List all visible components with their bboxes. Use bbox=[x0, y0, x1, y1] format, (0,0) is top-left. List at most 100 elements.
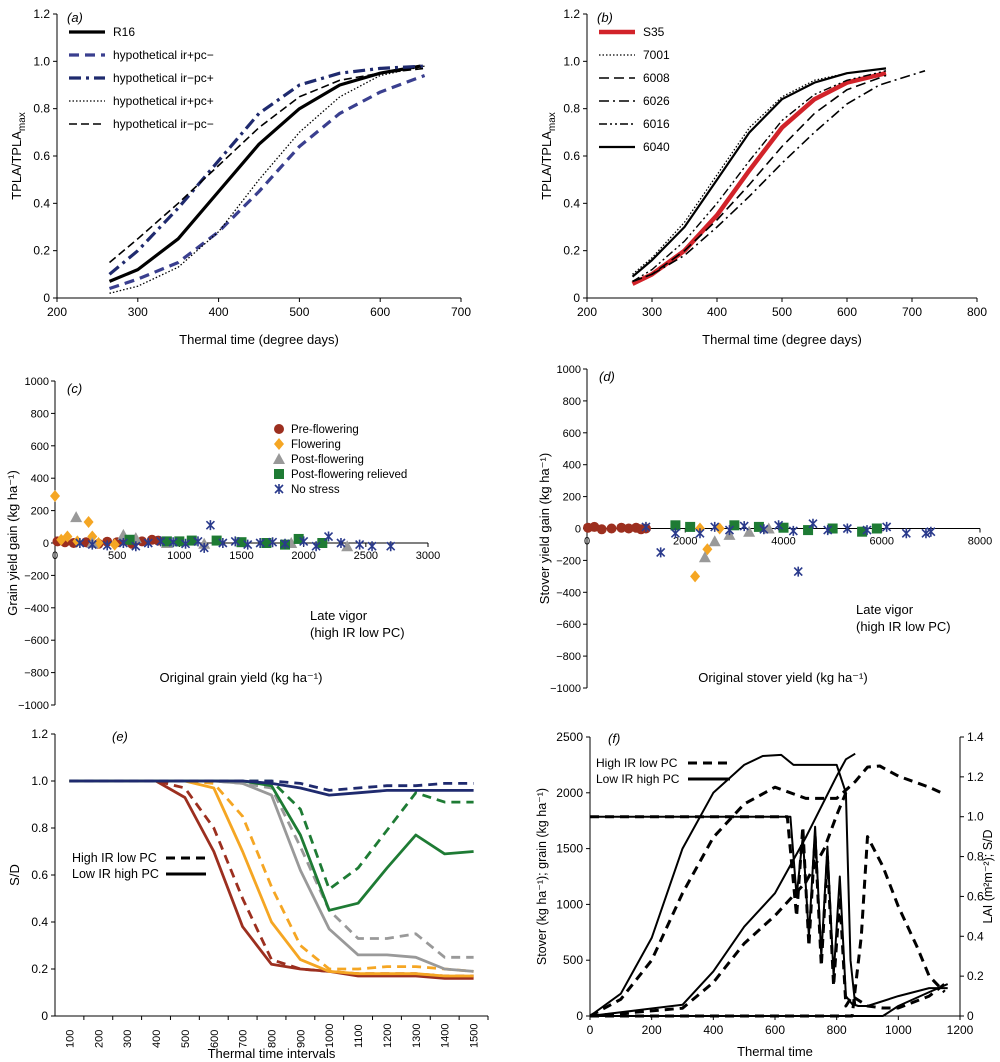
y-tick-label: 0.8 bbox=[31, 821, 48, 835]
y-tick-label: 1000 bbox=[557, 364, 581, 376]
data-point bbox=[186, 535, 197, 546]
legend-label: Pre-flowering bbox=[291, 424, 359, 436]
series-line bbox=[109, 65, 425, 294]
x-tick-label: 1000 bbox=[167, 550, 191, 562]
annotation-line2: (high IR low PC) bbox=[310, 625, 405, 640]
legend-label: 6026 bbox=[643, 94, 670, 108]
x-tick-label: 300 bbox=[642, 305, 662, 319]
data-point bbox=[131, 541, 141, 552]
series-line bbox=[631, 67, 887, 278]
panel-label: (c) bbox=[67, 381, 82, 396]
legend-marker bbox=[274, 424, 284, 434]
y-tick-label-right: 0.4 bbox=[967, 929, 984, 943]
data-point bbox=[926, 526, 936, 537]
y-tick-label: 1.2 bbox=[563, 7, 580, 21]
y-tick-label: 600 bbox=[31, 441, 49, 453]
y-tick-label: −400 bbox=[556, 587, 581, 599]
x-tick-label: 300 bbox=[122, 1030, 134, 1048]
x-tick-label: 3000 bbox=[416, 550, 440, 562]
data-point bbox=[616, 522, 627, 533]
x-tick-label: 500 bbox=[289, 305, 309, 319]
y-tick-label: 0 bbox=[43, 291, 50, 305]
y-tick-label: 0.6 bbox=[31, 868, 48, 882]
y-tick-label: 0.2 bbox=[31, 962, 48, 976]
data-point bbox=[698, 551, 711, 563]
data-point bbox=[205, 520, 215, 531]
legend-label: 7001 bbox=[643, 48, 670, 62]
legend-marker bbox=[273, 453, 285, 464]
x-tick-label: 1300 bbox=[411, 1024, 423, 1048]
y-tick-label: 800 bbox=[31, 408, 49, 420]
data-point bbox=[596, 524, 607, 535]
data-point bbox=[174, 536, 185, 547]
data-point bbox=[50, 490, 60, 503]
y-tick-label: −1000 bbox=[550, 683, 581, 695]
x-tick-label: 100 bbox=[64, 1030, 76, 1048]
y-tick-label-right: 1.2 bbox=[967, 770, 984, 784]
x-axis-title: Thermal time (degree days) bbox=[179, 332, 339, 347]
series-line bbox=[108, 64, 421, 283]
data-point bbox=[293, 533, 304, 544]
y-axis-title: TPLA/TPLAmax bbox=[9, 112, 28, 200]
data-point bbox=[803, 525, 814, 536]
data-point bbox=[109, 538, 120, 551]
series-line bbox=[589, 792, 848, 1018]
y-tick-label: 1.0 bbox=[33, 54, 50, 68]
data-point bbox=[62, 530, 73, 543]
y-tick-label-right: 1.0 bbox=[967, 810, 984, 824]
data-point bbox=[623, 523, 634, 534]
y-axis-title: TPLA/TPLAmax bbox=[539, 112, 558, 200]
y-tick-label: 0 bbox=[43, 538, 49, 550]
legend-label: High IR low PC bbox=[596, 756, 678, 770]
x-axis-title: Thermal time bbox=[737, 1044, 813, 1059]
data-point bbox=[656, 547, 666, 558]
x-axis-title: Original grain yield (kg ha⁻¹) bbox=[160, 670, 323, 685]
data-point bbox=[118, 538, 128, 548]
panel-f: 0 200 400 600 800 1000 12000500100015002000250… bbox=[535, 730, 995, 1059]
series-line bbox=[589, 764, 943, 1018]
annotation-line2: (high IR low PC) bbox=[856, 619, 951, 634]
data-point bbox=[708, 535, 721, 547]
data-point bbox=[921, 528, 931, 539]
y-tick-label: −800 bbox=[24, 668, 49, 680]
x-tick-label: 2000 bbox=[291, 550, 315, 562]
series-line bbox=[108, 74, 426, 291]
y-tick-label: 0.4 bbox=[33, 196, 50, 210]
data-point bbox=[143, 538, 153, 548]
data-point bbox=[710, 521, 720, 532]
data-point bbox=[743, 525, 756, 537]
data-point bbox=[788, 525, 798, 536]
x-tick-label: 0 bbox=[587, 1023, 594, 1037]
data-point bbox=[280, 538, 290, 549]
data-point bbox=[323, 531, 334, 542]
series-line bbox=[108, 67, 425, 264]
legend-label: 6008 bbox=[643, 71, 670, 85]
series-line bbox=[590, 815, 946, 1010]
y-tick-label: 200 bbox=[563, 492, 581, 504]
data-point bbox=[311, 541, 321, 552]
y-tick-label: 0 bbox=[575, 524, 581, 536]
data-point bbox=[268, 537, 278, 548]
x-tick-label: 1000 bbox=[885, 1023, 912, 1037]
legend-label: Low IR high PC bbox=[72, 867, 159, 881]
x-axis-title: Original stover yield (kg ha⁻¹) bbox=[698, 670, 867, 685]
y-tick-label: 0.4 bbox=[31, 915, 48, 929]
data-point bbox=[729, 520, 740, 531]
y-tick-label: 1.2 bbox=[31, 727, 48, 741]
data-point bbox=[685, 521, 696, 532]
data-point bbox=[724, 525, 735, 536]
x-axis-title: Thermal time intervals bbox=[208, 1046, 336, 1061]
data-point bbox=[168, 537, 178, 548]
data-point bbox=[230, 536, 240, 547]
x-tick-label: 1200 bbox=[382, 1024, 394, 1048]
x-tick-label: 400 bbox=[209, 305, 229, 319]
data-point bbox=[793, 566, 803, 577]
x-tick-label: 1100 bbox=[353, 1024, 365, 1048]
x-tick-label: 1000 bbox=[324, 1024, 336, 1048]
data-point bbox=[75, 538, 85, 548]
data-point bbox=[670, 528, 680, 539]
series-line bbox=[69, 779, 474, 792]
y-tick-label-right: 0.6 bbox=[967, 889, 984, 903]
y-tick-label: 0.2 bbox=[563, 244, 580, 258]
panel-d: 0 2000 4000 6000 8000−1000−800−600−400−20002… bbox=[537, 364, 992, 695]
